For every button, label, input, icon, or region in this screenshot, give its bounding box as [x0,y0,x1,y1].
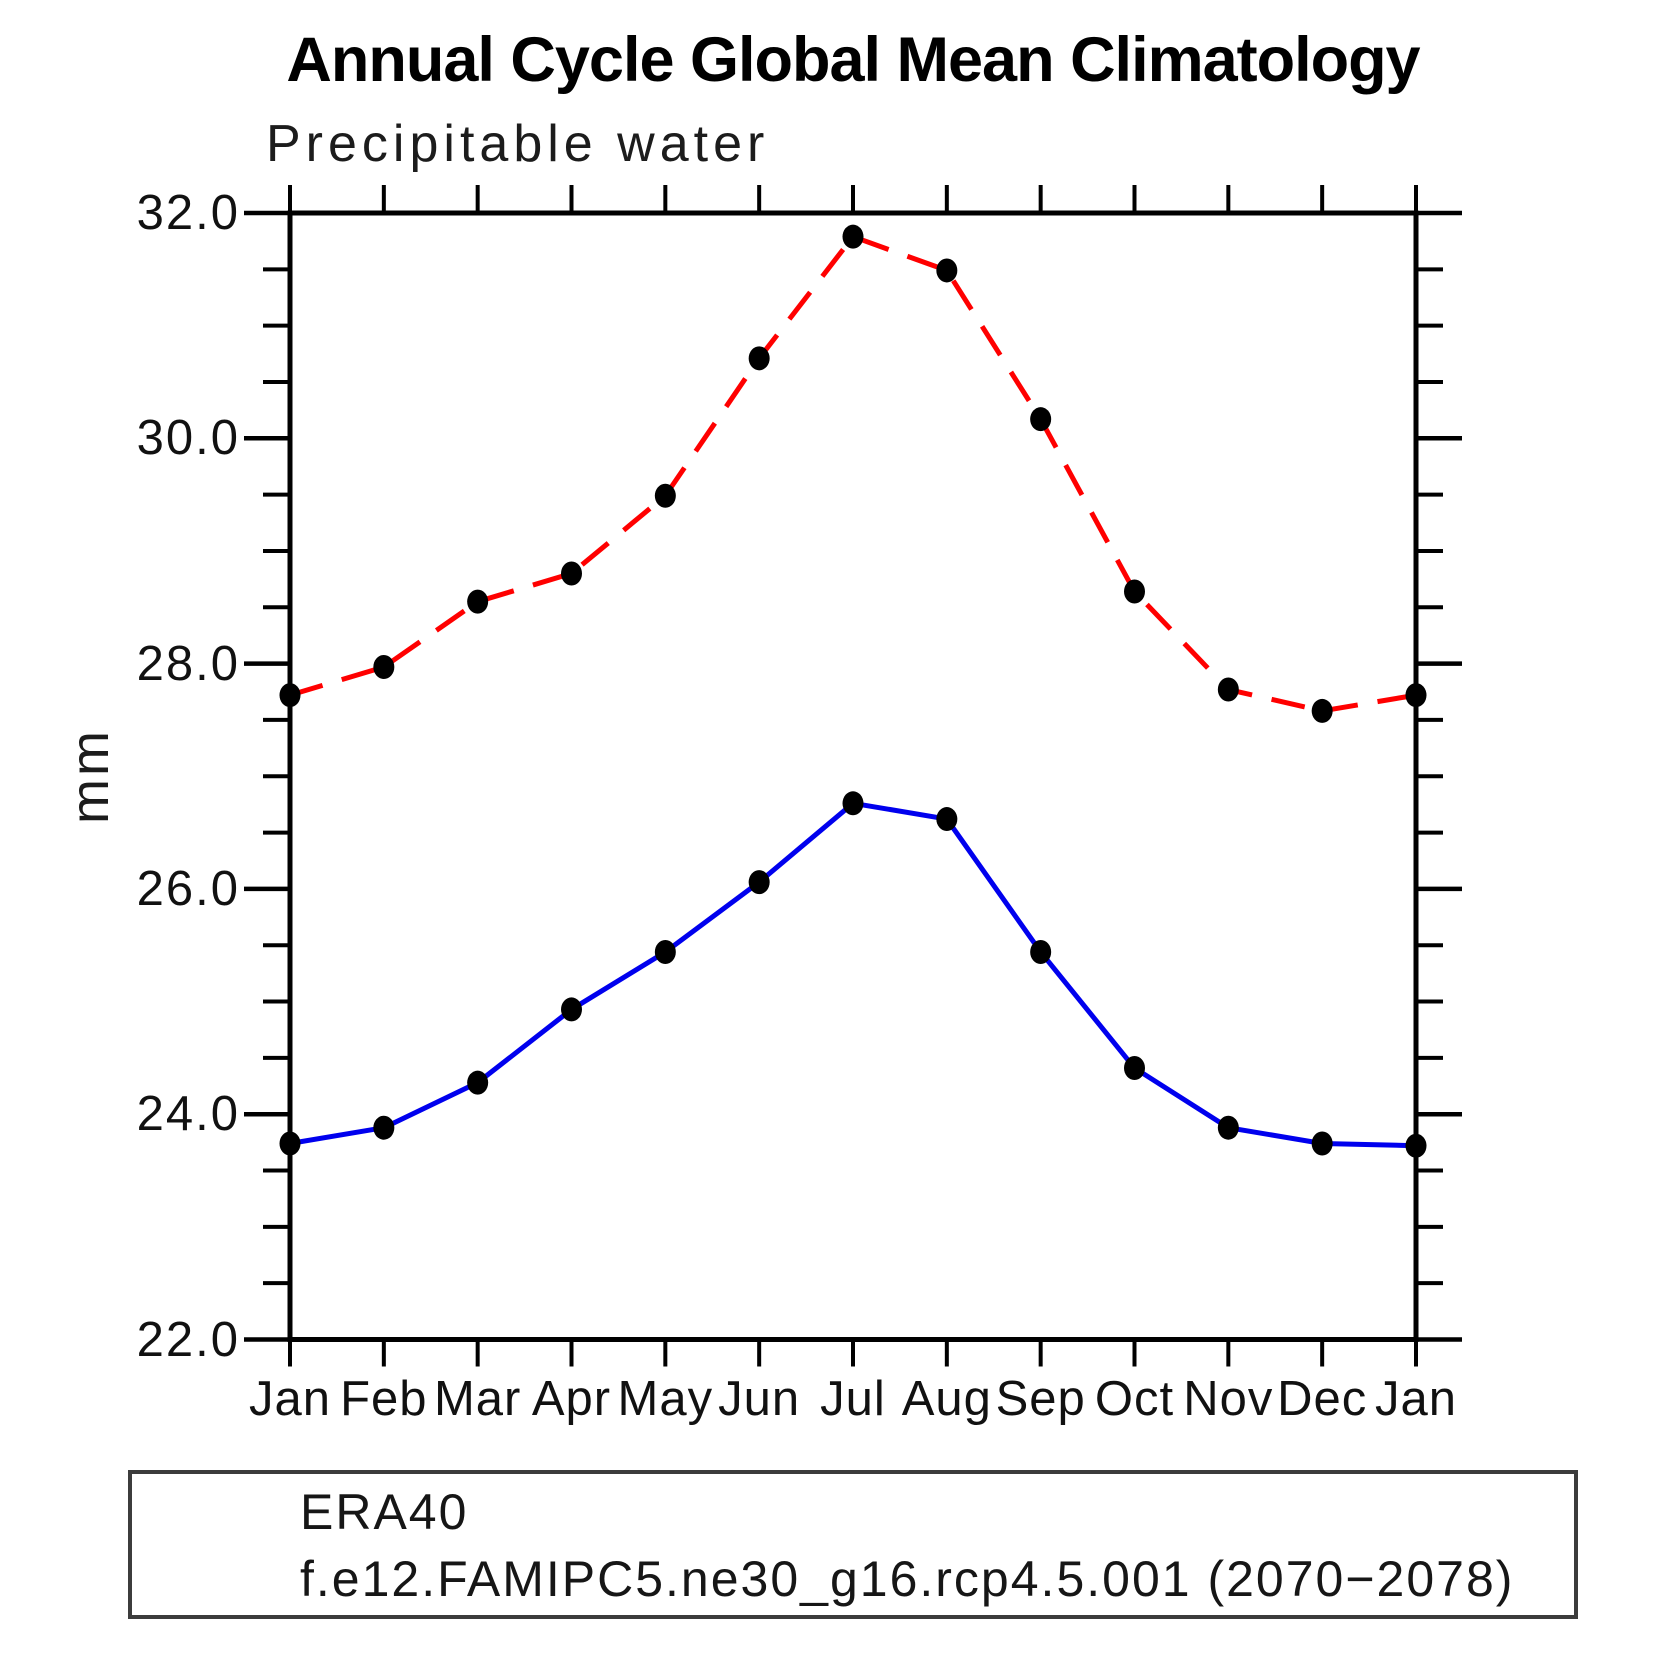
x-tick-label-12-jan: Jan [1374,1372,1458,1426]
x-tick-label-3-apr: Apr [531,1372,612,1426]
x-tick-label-2-mar: Mar [433,1372,522,1426]
legend-label-model-run: f.e12.FAMIPC5.ne30_g16.rcp4.5.001 (2070−… [300,1551,1515,1607]
x-tick-label-1-feb: Feb [340,1372,428,1426]
x-tick-label-9-oct: Oct [1094,1372,1175,1426]
y-tick-label-24.0: 24.0 [136,1087,240,1142]
y-tick-label-32.0: 32.0 [136,186,240,240]
y-tick-label-22.0: 22.0 [136,1312,240,1367]
y-tick-label-30.0: 30.0 [136,411,240,466]
x-tick-label-4-may: May [617,1372,714,1426]
x-tick-label-0-jan: Jan [248,1372,332,1426]
y-tick-label-28.0: 28.0 [136,636,240,691]
legend-label-era40: ERA40 [300,1484,469,1540]
y-tick-label-26.0: 26.0 [136,861,240,916]
x-tick-label-8-sep: Sep [995,1372,1086,1426]
chart-subtitle: Precipitable water [266,115,770,173]
y-axis-title: mm [60,728,120,824]
legend-box [128,1470,1578,1619]
x-tick-label-7-aug: Aug [901,1372,992,1426]
x-tick-label-5-jun: Jun [718,1372,801,1426]
x-tick-label-11-dec: Dec [1277,1372,1368,1426]
x-tick-label-6-jul: Jul [820,1372,886,1426]
x-tick-label-10-nov: Nov [1183,1372,1274,1426]
chart-title: Annual Cycle Global Mean Climatology [286,25,1420,95]
